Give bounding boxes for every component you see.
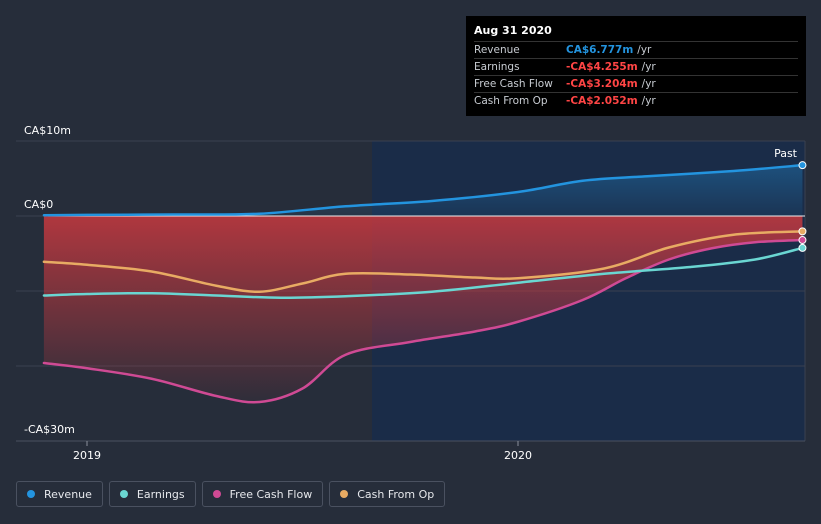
- tooltip-row-label: Free Cash Flow: [474, 78, 553, 90]
- tooltip-row-value: CA$6.777m: [566, 44, 634, 56]
- legend-dot-icon: [119, 490, 128, 498]
- legend-item-earnings[interactable]: Earnings: [108, 481, 196, 507]
- legend-label: Free Cash Flow: [229, 487, 313, 501]
- revenue-line: [42, 163, 804, 217]
- legend-item-cash-from-op[interactable]: Cash From Op: [329, 481, 446, 507]
- tooltip-row-unit: /yr: [641, 78, 656, 90]
- earnings-line: [42, 246, 804, 300]
- y-tick-label: CA$0: [24, 198, 53, 211]
- legend-item-revenue[interactable]: Revenue: [16, 481, 103, 507]
- y-tick-label: CA$10m: [24, 124, 71, 137]
- legend-label: Cash From Op: [357, 487, 435, 501]
- legend-dot-icon: [212, 490, 221, 498]
- tooltip-row-unit: /yr: [641, 95, 656, 107]
- tooltip-row-value: -CA$4.255m: [566, 61, 638, 73]
- legend-dot-icon: [340, 490, 349, 498]
- tooltip-row-value: -CA$3.204m: [566, 78, 638, 90]
- tooltip: Aug 31 2020 Revenue CA$6.777m/yr Earnings -…: [466, 16, 806, 116]
- legend-dot-icon: [27, 490, 35, 498]
- x-tick-label: 2019: [73, 449, 101, 462]
- tooltip-row: Cash From Op -CA$2.052m/yr: [474, 92, 798, 109]
- legend-label: Earnings: [136, 487, 185, 501]
- revenue-end-dot: [798, 161, 807, 170]
- legend-item-free-cash-flow[interactable]: Free Cash Flow: [201, 481, 324, 507]
- tooltip-row: Earnings -CA$4.255m/yr: [474, 58, 798, 75]
- free-cash-flow-line: [42, 238, 804, 404]
- free-cash-flow-end-dot: [798, 236, 807, 245]
- y-tick-label: -CA$30m: [24, 423, 75, 436]
- past-label: Past: [774, 147, 798, 160]
- tooltip-date: Aug 31 2020: [474, 24, 552, 37]
- tooltip-row-value: -CA$2.052m: [566, 95, 638, 107]
- tooltip-row: Revenue CA$6.777m/yr: [474, 41, 798, 58]
- tooltip-row-unit: /yr: [637, 44, 652, 56]
- earnings-end-dot: [798, 243, 807, 252]
- tooltip-row-label: Earnings: [474, 61, 520, 73]
- tooltip-row: Free Cash Flow -CA$3.204m/yr: [474, 75, 798, 92]
- tooltip-row-unit: /yr: [641, 61, 656, 73]
- tooltip-row-label: Revenue: [474, 44, 520, 56]
- legend-label: Revenue: [44, 487, 92, 501]
- x-tick-label: 2020: [504, 449, 532, 462]
- tooltip-row-label: Cash From Op: [474, 95, 548, 107]
- negative-area: [43, 216, 803, 403]
- legend: Revenue Earnings Free Cash Flow Cash From O…: [16, 481, 446, 507]
- cash-from-op-line: [42, 230, 804, 294]
- cash-from-op-end-dot: [798, 227, 807, 236]
- positive-area: [43, 165, 803, 216]
